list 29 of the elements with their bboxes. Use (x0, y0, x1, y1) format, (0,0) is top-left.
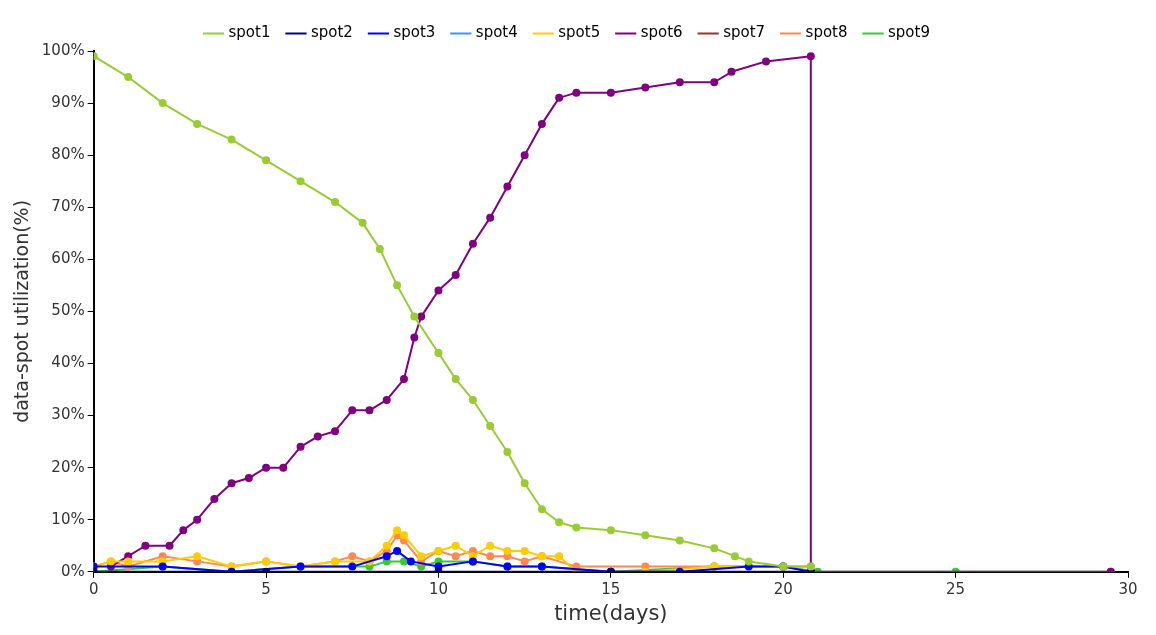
x-axis-title: time(days) (554, 600, 668, 625)
legend-label: spot2 (310, 23, 353, 42)
legend-label: spot8 (805, 23, 848, 42)
legend-label: spot6 (640, 23, 683, 42)
x-tick-label: 0 (88, 579, 99, 598)
y-tick-label: 30% (51, 405, 85, 424)
x-tick-label: 25 (946, 579, 966, 598)
legend-label: spot3 (393, 23, 436, 42)
y-tick-label: 90% (51, 92, 85, 111)
legend-label: spot7 (723, 23, 766, 42)
y-tick-label: 80% (51, 145, 85, 164)
x-tick-label: 5 (261, 579, 271, 598)
y-tick-label: 70% (51, 197, 85, 216)
x-tick-label: 20 (773, 579, 793, 598)
x-tick-label: 10 (428, 579, 448, 598)
legend-label: spot5 (558, 23, 601, 42)
legend-label: spot1 (228, 23, 271, 42)
y-tick-label: 60% (51, 249, 85, 268)
y-tick-label: 10% (51, 509, 85, 528)
legend-label: spot4 (475, 23, 518, 42)
y-tick-label: 100% (41, 40, 85, 59)
x-tick-label: 15 (601, 579, 621, 598)
y-tick-label: 50% (51, 301, 85, 320)
y-tick-label: 0% (60, 561, 85, 580)
legend-label: spot9 (888, 23, 930, 42)
y-tick-label: 20% (51, 457, 85, 476)
y-tick-label: 40% (51, 353, 85, 372)
x-tick-label: 30 (1118, 579, 1138, 598)
y-axis-title: data-spot utilization(%) (10, 199, 33, 423)
